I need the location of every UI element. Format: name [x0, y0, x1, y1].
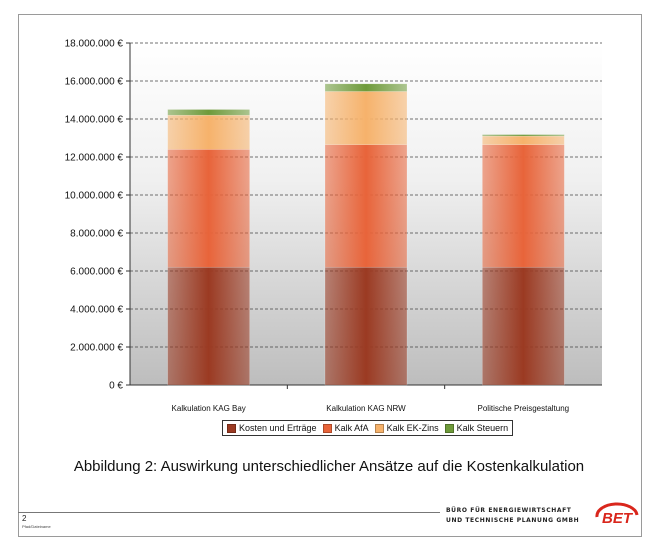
- company-line-1: BÜRO FÜR ENERGIEWIRTSCHAFT: [446, 507, 572, 514]
- logo-text: BET: [602, 510, 634, 527]
- bar-segment: [167, 266, 250, 386]
- y-tick-label: 2.000.000 €: [70, 343, 123, 354]
- bar-segment: [482, 134, 565, 137]
- legend-item-afa: Kalk AfA: [322, 423, 369, 433]
- company-line-2: UND TECHNISCHE PLANUNG GMBH: [446, 517, 580, 524]
- legend-swatch: [374, 423, 384, 433]
- bar-segment: [167, 149, 250, 268]
- file-name: Pfad/Dateiname: [22, 524, 51, 529]
- bar-segment: [167, 109, 250, 116]
- legend-item-kosten: Kosten und Erträge: [227, 423, 317, 433]
- page-number: 2: [22, 514, 27, 523]
- figure-caption: Abbildung 2: Auswirkung unterschiedliche…: [73, 458, 585, 475]
- bet-logo: BET: [595, 502, 639, 527]
- legend-swatch: [444, 423, 454, 433]
- legend-item-steuern: Kalk Steuern: [444, 423, 509, 433]
- legend-label: Kalk Steuern: [456, 423, 509, 433]
- y-tick-label: 10.000.000 €: [65, 191, 124, 202]
- x-tick-label: Politische Preisgestaltung: [478, 404, 570, 413]
- bar-segment: [482, 135, 565, 145]
- y-tick-label: 0 €: [109, 381, 123, 392]
- y-tick-label: 18.000.000 €: [65, 39, 124, 50]
- legend-label: Kosten und Erträge: [239, 423, 317, 433]
- legend-swatch: [227, 423, 236, 433]
- chart-legend: Kosten und Erträge Kalk AfA Kalk EK-Zins…: [222, 420, 514, 436]
- bar-segment: [482, 144, 565, 268]
- y-tick-label: 8.000.000 €: [70, 229, 123, 240]
- legend-swatch: [322, 423, 332, 433]
- bar-segment: [324, 83, 408, 92]
- legend-label: Kalk EK-Zins: [386, 423, 439, 433]
- footer-divider: [18, 512, 440, 513]
- y-tick-label: 12.000.000 €: [65, 153, 124, 164]
- x-tick-label: Kalkulation KAG Bay: [172, 404, 246, 413]
- bar-segment: [482, 266, 565, 386]
- y-tick-label: 14.000.000 €: [65, 115, 124, 126]
- company-name: BÜRO FÜR ENERGIEWIRTSCHAFT UND TECHNISCH…: [446, 506, 579, 526]
- bar-segment: [324, 91, 408, 145]
- bar-segment: [324, 144, 408, 268]
- legend-label: Kalk AfA: [334, 423, 369, 433]
- x-tick-label: Kalkulation KAG NRW: [326, 404, 406, 413]
- bar-segment: [167, 114, 250, 150]
- legend-item-ek-zins: Kalk EK-Zins: [374, 423, 439, 433]
- y-tick-label: 16.000.000 €: [65, 77, 124, 88]
- y-tick-label: 6.000.000 €: [70, 267, 123, 278]
- bar-segment: [324, 266, 408, 386]
- y-tick-label: 4.000.000 €: [70, 305, 123, 316]
